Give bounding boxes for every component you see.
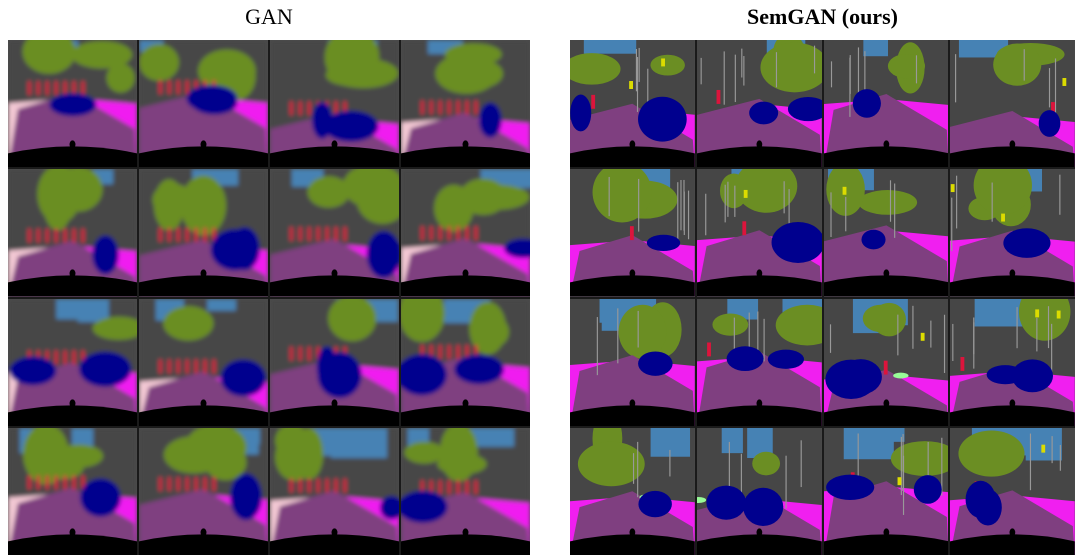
semgan-sample-tile [950,169,1075,297]
semgan-segmentation-map [823,298,949,426]
semgan-sample-tile [696,427,822,555]
gan-segmentation-map [8,169,137,297]
semgan-segmentation-map [570,40,695,168]
semgan-segmentation-map [950,40,1075,168]
semgan-segmentation-map [950,427,1075,555]
semgan-segmentation-map [696,169,822,297]
semgan-sample-tile [696,40,822,168]
gan-panel-title: GAN [245,4,293,29]
gan-sample-tile [139,169,268,297]
gan-segmentation-map [139,40,268,168]
semgan-sample-tile [950,40,1075,168]
gan-segmentation-map [270,298,399,426]
semgan-sample-grid [570,40,1075,555]
semgan-segmentation-map [823,169,949,297]
gan-segmentation-map [401,169,530,297]
semgan-segmentation-map [696,40,822,168]
semgan-panel-title: SemGAN (ours) [747,4,898,29]
semgan-sample-tile [570,298,695,426]
semgan-segmentation-map [570,427,695,555]
gan-sample-tile [401,169,530,297]
gan-segmentation-map [270,40,399,168]
gan-sample-tile [8,40,137,168]
gan-sample-tile [270,298,399,426]
semgan-sample-tile [950,298,1075,426]
gan-sample-tile [401,427,530,555]
gan-segmentation-map [270,427,399,555]
semgan-sample-tile [823,40,949,168]
gan-segmentation-map [139,169,268,297]
gan-sample-tile [8,427,137,555]
gan-sample-tile [270,40,399,168]
gan-segmentation-map [401,298,530,426]
gan-segmentation-map [139,427,268,555]
semgan-segmentation-map [823,40,949,168]
gan-sample-tile [139,298,268,426]
gan-sample-tile [270,169,399,297]
gan-segmentation-map [139,298,268,426]
gan-segmentation-map [8,427,137,555]
semgan-sample-tile [696,298,822,426]
gan-segmentation-map [401,40,530,168]
semgan-sample-tile [823,169,949,297]
gan-sample-tile [401,298,530,426]
semgan-segmentation-map [696,427,822,555]
gan-sample-tile [401,40,530,168]
semgan-segmentation-map [950,298,1075,426]
semgan-sample-tile [823,298,949,426]
gan-sample-tile [139,40,268,168]
gan-segmentation-map [8,298,137,426]
gan-sample-tile [270,427,399,555]
semgan-segmentation-map [696,298,822,426]
gan-sample-grid [8,40,530,555]
semgan-sample-tile [950,427,1075,555]
gan-sample-tile [8,169,137,297]
gan-segmentation-map [401,427,530,555]
semgan-sample-tile [823,427,949,555]
semgan-segmentation-map [950,169,1075,297]
gan-sample-tile [8,298,137,426]
semgan-segmentation-map [570,298,695,426]
gan-segmentation-map [8,40,137,168]
semgan-segmentation-map [823,427,949,555]
semgan-sample-tile [570,427,695,555]
semgan-sample-tile [696,169,822,297]
semgan-segmentation-map [570,169,695,297]
gan-sample-tile [139,427,268,555]
gan-segmentation-map [270,169,399,297]
semgan-sample-tile [570,169,695,297]
semgan-sample-tile [570,40,695,168]
